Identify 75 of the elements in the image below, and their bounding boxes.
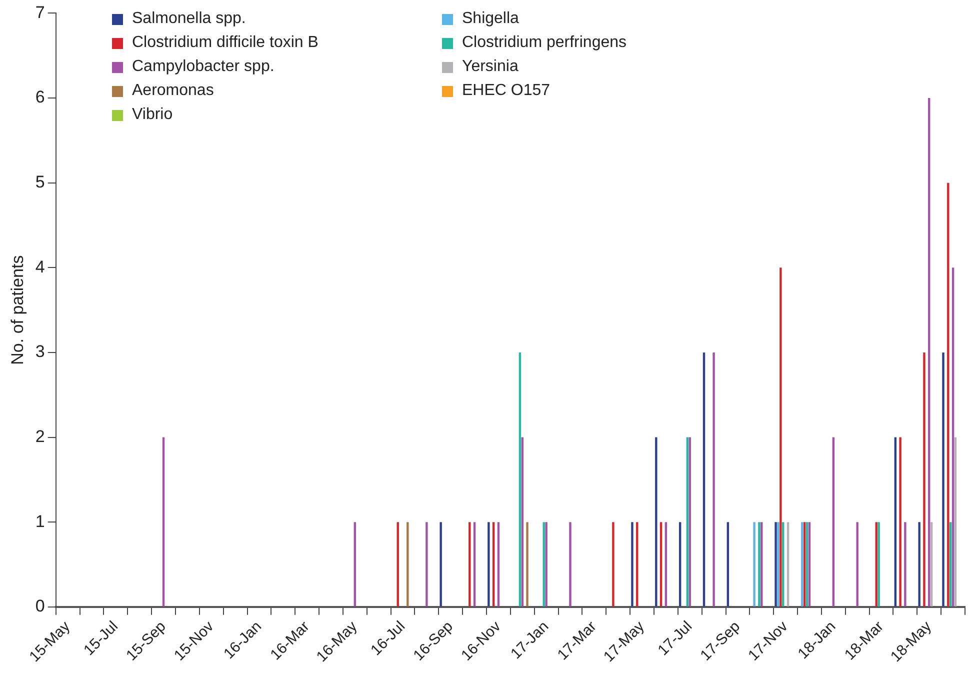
bar — [954, 437, 957, 606]
bar — [612, 522, 614, 606]
y-tick-label: 1 — [35, 512, 45, 531]
bar — [655, 437, 658, 606]
legend-label: Vibrio — [132, 106, 173, 124]
bar — [473, 522, 476, 606]
bar — [899, 437, 902, 606]
legend-label: Yersinia — [462, 58, 518, 76]
bar — [688, 437, 691, 606]
legend-label: Aeromonas — [132, 82, 214, 100]
y-axis-title: No. of patients — [8, 255, 27, 365]
bar — [856, 522, 858, 606]
bar — [542, 522, 545, 606]
bar — [949, 522, 952, 606]
y-tick-label: 4 — [35, 257, 45, 276]
legend-label: Salmonella spp. — [132, 10, 246, 28]
bar — [806, 522, 808, 606]
y-tick-label: 3 — [35, 342, 45, 362]
legend-label: Shigella — [462, 10, 519, 28]
y-tick-label: 7 — [35, 2, 45, 22]
bar — [426, 522, 428, 606]
bar — [492, 522, 495, 606]
bar — [678, 522, 682, 606]
y-tick-label: 0 — [35, 596, 45, 616]
bar — [497, 522, 500, 606]
bar — [803, 522, 806, 606]
bar — [832, 437, 835, 606]
bar — [468, 522, 471, 606]
bar — [801, 522, 804, 606]
bar — [712, 352, 715, 606]
bar — [777, 522, 780, 606]
bar — [780, 268, 782, 606]
bar — [875, 522, 878, 606]
bar — [760, 522, 763, 606]
bar — [406, 522, 409, 606]
bar — [904, 522, 906, 606]
bar — [942, 352, 944, 606]
y-tick-label: 2 — [35, 426, 45, 446]
bar — [631, 522, 634, 606]
y-tick-label: 6 — [35, 88, 45, 107]
bar — [918, 522, 920, 606]
legend-label: Campylobacter spp. — [132, 58, 274, 76]
bar — [774, 522, 777, 606]
bar — [545, 522, 548, 606]
bar — [636, 522, 638, 606]
bar — [686, 437, 689, 606]
y-tick-label: 5 — [35, 172, 45, 192]
bar — [440, 522, 442, 606]
bar — [758, 522, 760, 606]
legend-label: EHEC O157 — [462, 82, 550, 100]
bar — [521, 437, 524, 606]
bar — [396, 522, 399, 606]
bar — [664, 522, 668, 606]
bar — [894, 437, 897, 606]
bar — [660, 522, 662, 606]
bar — [878, 522, 880, 606]
bar — [162, 437, 165, 606]
bar — [782, 522, 784, 606]
bar — [928, 98, 930, 606]
bar — [930, 522, 933, 606]
bar — [726, 522, 730, 606]
bar — [923, 352, 926, 606]
legend-label: Clostridium perfringens — [462, 34, 627, 52]
bar — [354, 522, 356, 606]
bar — [947, 182, 950, 606]
bar — [952, 268, 954, 606]
bar — [753, 522, 756, 606]
bar — [569, 522, 572, 606]
bar — [786, 522, 790, 606]
bar — [808, 522, 811, 606]
legend-label: Clostridium difficile toxin B — [132, 34, 318, 52]
bar — [488, 522, 490, 606]
bar — [518, 352, 522, 606]
bar — [526, 522, 528, 606]
bar — [702, 352, 706, 606]
